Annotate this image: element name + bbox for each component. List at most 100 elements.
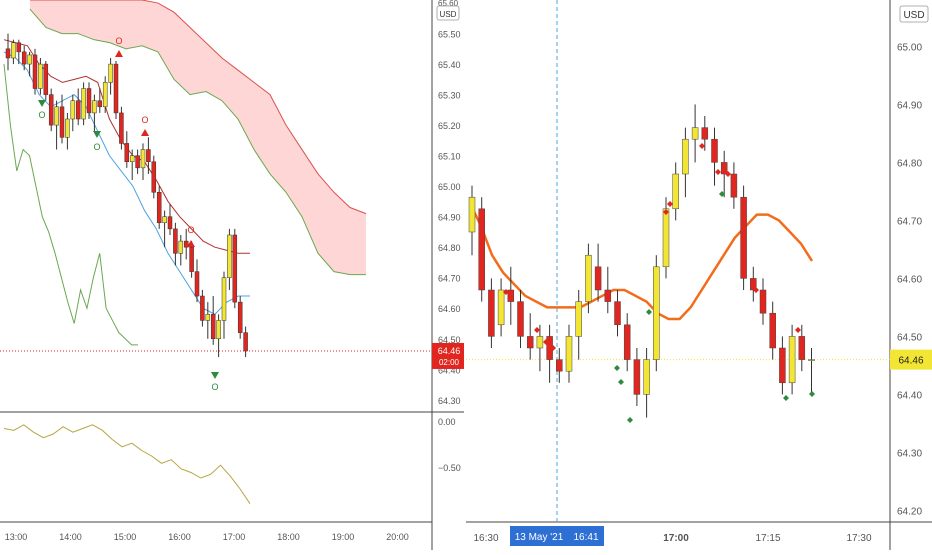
x-tick-label: 14:00 [59, 532, 82, 542]
price-badge [432, 342, 466, 369]
sell-signal-dot [753, 287, 759, 293]
buy-signal-dot [719, 191, 725, 197]
candle-body [140, 149, 146, 169]
oscillator-line [3, 424, 251, 504]
price-badge-countdown: 02:00 [439, 358, 460, 367]
sell-signal-dot [715, 169, 721, 175]
candle-body [5, 48, 11, 59]
sell-signal-dot [663, 209, 669, 215]
y-tick-label: 64.60 [438, 304, 461, 314]
candle-body [75, 100, 81, 120]
candle-body [70, 100, 76, 120]
candle-body [92, 100, 97, 114]
candle-body [565, 336, 573, 372]
candle-body [167, 216, 173, 230]
sell-signal-dot [543, 339, 549, 345]
candle-body [216, 320, 221, 340]
candle-body [536, 336, 544, 349]
candle-body [759, 289, 767, 314]
y-tick-label: 64.50 [438, 335, 461, 345]
y-tick-label-top: 65.60 [438, 0, 459, 8]
y-tick-label: 64.80 [897, 158, 922, 169]
buy-signal-dot [627, 417, 633, 423]
crosshair-date: 13 May '21 [515, 532, 564, 543]
candle-body [623, 324, 631, 360]
x-tick-label: 20:00 [386, 532, 409, 542]
signal-label: O [211, 382, 218, 392]
candle-body [81, 88, 86, 120]
buy-signal-dot [646, 309, 652, 315]
buy-signal-dot [809, 391, 815, 397]
right-chart-svg[interactable]: 65.00 64.90 64.80 64.70 64.60 64.50 64.40 64.30… [466, 0, 932, 550]
lagging-line [3, 64, 138, 346]
candle-body [48, 94, 54, 126]
cloud-top-line [30, 0, 367, 215]
x-tick-label: 18:00 [277, 532, 300, 542]
y-tick-label: 65.30 [438, 91, 461, 101]
candle-body [730, 173, 738, 198]
currency-label: USD [440, 10, 457, 19]
candle-body [788, 336, 796, 384]
y-tick-label: 64.30 [438, 396, 461, 406]
y-tick-label: 64.70 [897, 216, 922, 227]
sell-marker [38, 100, 46, 107]
y-tick-label: 65.10 [438, 152, 461, 162]
panel-divider [464, 0, 466, 550]
sell-signal-dot [503, 289, 509, 295]
cloud-bottom-line [29, 8, 366, 276]
buy-signal-dot [614, 365, 620, 371]
crosshair-date-badge [510, 526, 604, 546]
x-tick-label: 19:00 [332, 532, 355, 542]
candle-body [779, 347, 786, 384]
signal-label: O [38, 110, 45, 120]
candle-body [701, 127, 709, 140]
y-tick-label: 65.20 [438, 121, 461, 131]
candle-body [526, 336, 534, 349]
x-tick-label: 16:30 [473, 533, 498, 544]
candle-body [497, 289, 505, 326]
candle-body [21, 51, 27, 65]
candle-body [178, 240, 184, 254]
y-tick-label: 64.30 [897, 448, 922, 459]
price-badge-value: 64.46 [438, 346, 461, 356]
sell-signal-dot [550, 345, 556, 351]
candle-body [113, 63, 119, 114]
currency-box [899, 5, 929, 23]
sell-marker [93, 131, 101, 138]
candle-body [97, 100, 103, 108]
candle-body [119, 112, 124, 144]
candle-body [54, 106, 59, 126]
y-tick-label: 64.50 [897, 332, 922, 343]
candle-body [124, 143, 130, 162]
candle-body [672, 173, 679, 210]
crosshair-time: 16:41 [573, 532, 598, 543]
currency-label: USD [903, 10, 924, 21]
candle-body [720, 162, 728, 175]
signal-label: O [141, 115, 148, 125]
candle-body [183, 240, 189, 248]
candle-body [156, 192, 162, 224]
buy-marker [187, 240, 195, 247]
sell-signal-dot [725, 171, 731, 177]
candle-body [594, 266, 602, 291]
candle-body [643, 359, 650, 395]
cloud-fill [30, 0, 366, 275]
candle-body [86, 88, 92, 114]
candle-body [210, 314, 216, 340]
candle-body [43, 63, 49, 95]
candle-body [65, 118, 70, 138]
right-chart-panel[interactable]: 65.00 64.90 64.80 64.70 64.60 64.50 64.40 64.30… [466, 0, 932, 550]
candle-body [711, 138, 718, 163]
candle-body [488, 289, 495, 337]
candle-body [129, 155, 135, 162]
candle-body [614, 301, 621, 326]
left-chart-panel[interactable]: O O O O O O 65.50 65.40 65.30 65.20 65.10 65.00 64.9… [0, 0, 466, 550]
buy-signal-dot [783, 395, 789, 401]
candle-body [102, 82, 108, 108]
left-chart-svg[interactable]: O O O O O O 65.50 65.40 65.30 65.20 65.10 65.00 64.9… [0, 0, 466, 550]
candle-body [27, 54, 32, 65]
candle-body [11, 42, 16, 59]
signal-label: O [93, 142, 100, 152]
y-tick-label: 65.00 [438, 182, 461, 192]
candle-body [653, 266, 660, 360]
